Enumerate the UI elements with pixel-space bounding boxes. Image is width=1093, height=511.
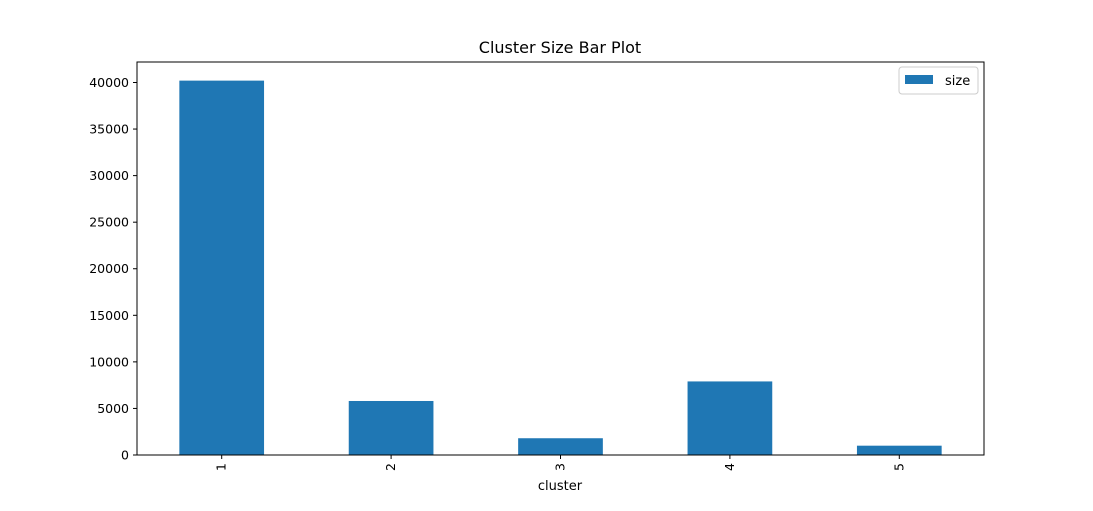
legend-label-size: size — [945, 74, 970, 89]
bar-cluster-2 — [348, 400, 434, 455]
legend-box — [898, 66, 979, 95]
y-tick-label: 10000 — [89, 354, 129, 369]
plot-area — [137, 62, 984, 455]
x-axis-label: cluster — [538, 479, 583, 494]
plot-border — [136, 61, 985, 456]
y-tick-label: 35000 — [89, 122, 129, 137]
bar-cluster-1 — [179, 80, 265, 455]
y-tick-label: 25000 — [89, 215, 129, 230]
chart-title: Cluster Size Bar Plot — [479, 38, 641, 57]
bar-cluster-5 — [856, 445, 942, 455]
y-tick-label: 20000 — [89, 261, 129, 276]
x-axis: 1 2 3 4 5 — [214, 455, 906, 471]
bars-group — [179, 80, 942, 455]
y-tick-label: 40000 — [89, 75, 129, 90]
y-tick-label: 0 — [121, 448, 129, 463]
x-tick-label: 3 — [553, 463, 568, 471]
x-tick-label: 2 — [383, 463, 398, 471]
legend-swatch-size — [905, 75, 933, 84]
bar-cluster-3 — [518, 438, 603, 455]
bar-cluster-4 — [687, 381, 773, 455]
y-tick-label: 15000 — [89, 308, 129, 323]
x-tick-label: 5 — [891, 463, 906, 471]
legend: size — [898, 66, 979, 95]
y-axis: 0 5000 10000 15000 20000 25000 30000 35000 40000 — [89, 75, 137, 463]
x-tick-label: 4 — [722, 463, 737, 471]
x-tick-label: 1 — [214, 463, 229, 471]
y-tick-label: 5000 — [97, 401, 129, 416]
y-tick-label: 30000 — [89, 168, 129, 183]
